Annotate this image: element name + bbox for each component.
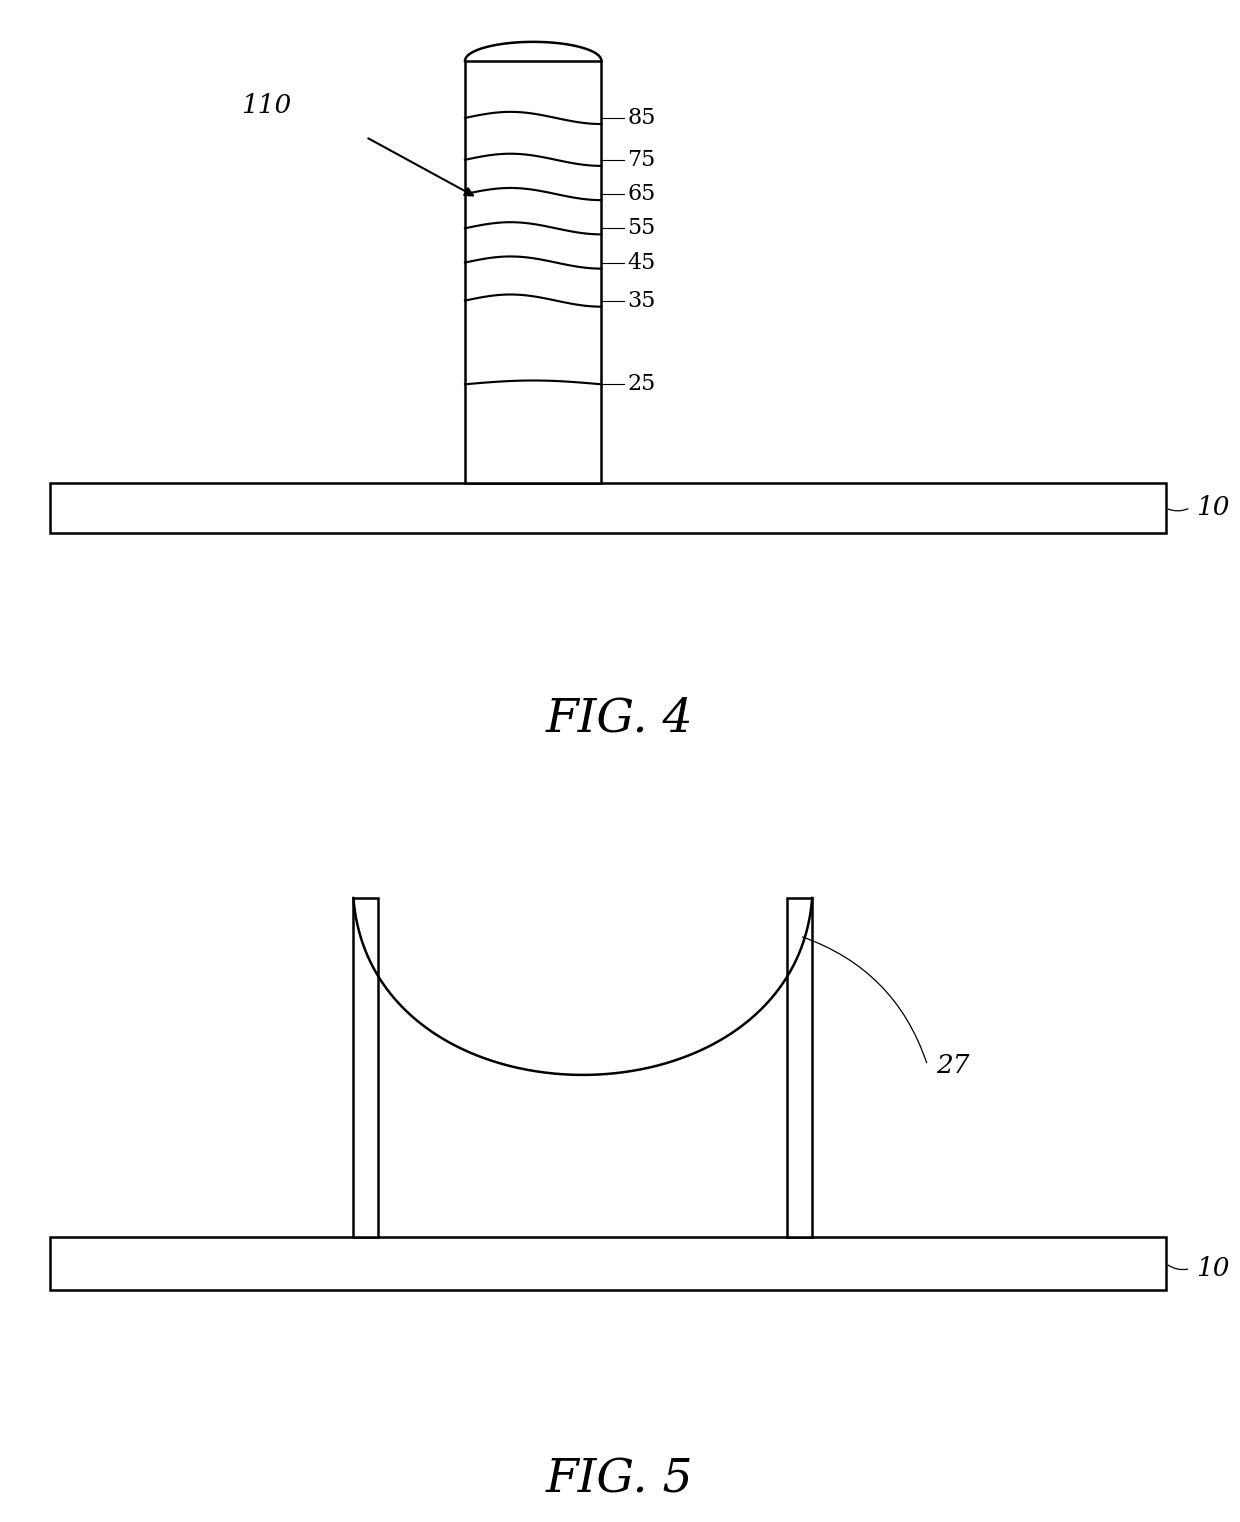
Bar xyxy=(353,898,378,1236)
Bar xyxy=(787,898,812,1236)
Text: 65: 65 xyxy=(627,183,656,205)
Bar xyxy=(465,61,601,484)
Text: 35: 35 xyxy=(627,289,656,312)
Text: FIG. 5: FIG. 5 xyxy=(546,1458,694,1502)
Bar xyxy=(50,1236,1166,1291)
Text: FIG. 4: FIG. 4 xyxy=(546,697,694,741)
Text: 27: 27 xyxy=(936,1053,970,1078)
Text: 45: 45 xyxy=(627,251,656,274)
Text: 85: 85 xyxy=(627,107,656,129)
Text: 10: 10 xyxy=(1197,1256,1230,1282)
Text: 25: 25 xyxy=(627,373,656,396)
Bar xyxy=(50,484,1166,533)
Text: 75: 75 xyxy=(627,149,656,170)
Text: 10: 10 xyxy=(1197,495,1230,521)
Text: 110: 110 xyxy=(242,93,291,117)
Text: 55: 55 xyxy=(627,218,656,239)
